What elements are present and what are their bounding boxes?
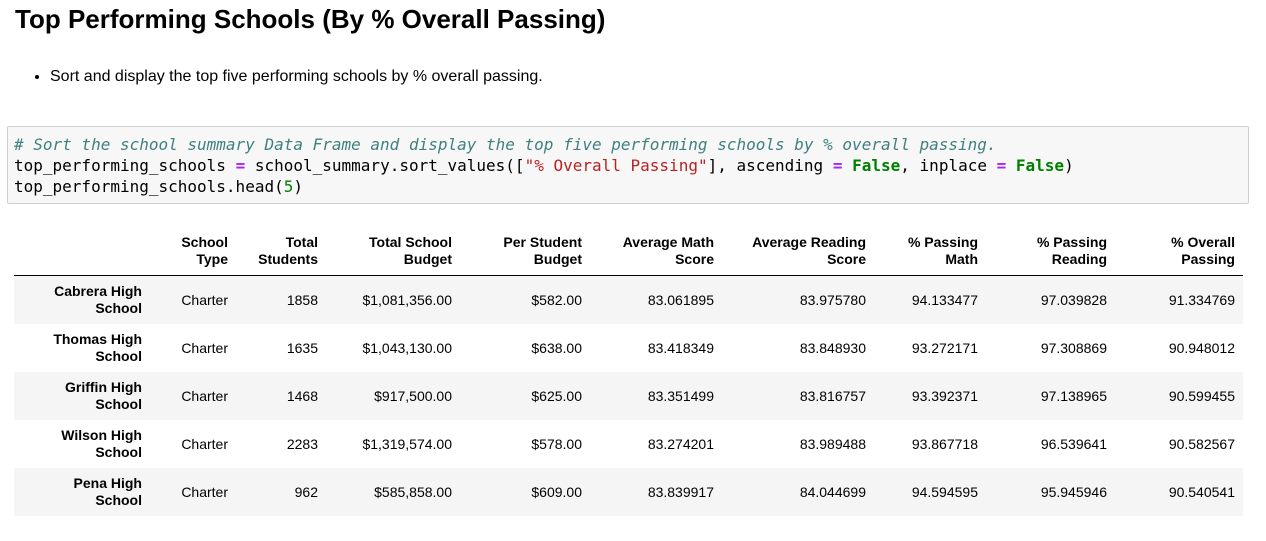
table-row: Wilson High School Charter 2283 $1,319,57…: [14, 420, 1243, 468]
table-cell: 83.274201: [647, 435, 714, 452]
table-cell: 962: [294, 483, 318, 500]
bullet-item: Sort and display the top five performing…: [50, 67, 543, 87]
table-cell: 83.848930: [799, 339, 866, 356]
table-cell: Charter: [181, 291, 228, 308]
row-index-label: Cabrera High School: [54, 282, 142, 316]
table-cell: 83.839917: [647, 483, 714, 500]
table-cell: 97.308869: [1040, 339, 1107, 356]
table-cell: 90.599455: [1168, 387, 1235, 404]
code-line-3: top_performing_schools.head(5): [14, 177, 303, 196]
table-cell: Charter: [181, 435, 228, 452]
code-cell[interactable]: # Sort the school summary Data Frame and…: [7, 126, 1249, 204]
row-index-label: Thomas High School: [53, 330, 142, 364]
table-cell: 2283: [286, 435, 318, 452]
row-index-label: Wilson High School: [61, 426, 142, 460]
table-cell: $625.00: [531, 387, 582, 404]
table-cell: 90.948012: [1168, 339, 1235, 356]
table-row: Pena High School Charter 962 $585,858.00 …: [14, 467, 1243, 516]
dataframe-table: School Type Total Students Total School Bud…: [14, 228, 1243, 516]
table-cell: 96.539641: [1040, 435, 1107, 452]
table-cell: 97.138965: [1040, 387, 1107, 404]
table-cell: $638.00: [531, 339, 582, 356]
table-cell: 95.945946: [1040, 483, 1107, 500]
table-header-row: School Type Total Students Total School Bud…: [14, 228, 1243, 276]
table-cell: $917,500.00: [374, 387, 452, 404]
column-header: Total Students: [236, 228, 326, 276]
index-header: [14, 228, 150, 276]
column-header: % Overall Passing: [1115, 228, 1243, 276]
column-header: % Passing Reading: [986, 228, 1115, 276]
column-header: Total School Budget: [326, 228, 460, 276]
table-cell: 83.989488: [799, 435, 866, 452]
table-cell: 93.867718: [911, 435, 978, 452]
table-cell: 93.272171: [911, 339, 978, 356]
table-cell: 83.816757: [799, 387, 866, 404]
table-row: Griffin High School Charter 1468 $917,500…: [14, 371, 1243, 420]
table-cell: Charter: [181, 483, 228, 500]
table-cell: 1635: [286, 339, 318, 356]
table-cell: 83.975780: [799, 291, 866, 308]
table-cell: 97.039828: [1040, 291, 1107, 308]
table-cell: $585,858.00: [374, 483, 452, 500]
table-row: Thomas High School Charter 1635 $1,043,13…: [14, 324, 1243, 372]
column-header: School Type: [150, 228, 236, 276]
table-cell: 1858: [286, 291, 318, 308]
code-comment: # Sort the school summary Data Frame and…: [14, 135, 997, 154]
table-cell: 84.044699: [799, 483, 866, 500]
table-cell: 91.334769: [1168, 291, 1235, 308]
table-cell: Charter: [181, 387, 228, 404]
table-cell: $1,319,574.00: [362, 435, 452, 452]
table-cell: 83.418349: [647, 339, 714, 356]
table-cell: 93.392371: [911, 387, 978, 404]
table-cell: 83.351499: [647, 387, 714, 404]
table-cell: Charter: [181, 339, 228, 356]
table-cell: $582.00: [531, 291, 582, 308]
code-line-2: top_performing_schools = school_summary.…: [14, 156, 1074, 175]
table-cell: $1,081,356.00: [362, 291, 452, 308]
column-header: % Passing Math: [874, 228, 986, 276]
column-header: Average Reading Score: [722, 228, 874, 276]
table-cell: 83.061895: [647, 291, 714, 308]
table-row: Cabrera High School Charter 1858 $1,081,3…: [14, 275, 1243, 324]
table-cell: 1468: [286, 387, 318, 404]
table-cell: $1,043,130.00: [362, 339, 452, 356]
section-heading: Top Performing Schools (By % Overall Pas…: [15, 4, 606, 34]
column-header: Average Math Score: [590, 228, 722, 276]
table-cell: 90.582567: [1168, 435, 1235, 452]
row-index-label: Griffin High School: [65, 378, 142, 412]
table-cell: 94.133477: [911, 291, 978, 308]
column-header: Per Student Budget: [460, 228, 590, 276]
table-cell: $578.00: [531, 435, 582, 452]
markdown-bullet-list: Sort and display the top five performing…: [30, 67, 543, 87]
table-cell: 94.594595: [911, 483, 978, 500]
row-index-label: Pena High School: [73, 474, 142, 508]
table-cell: 90.540541: [1168, 483, 1235, 500]
table-cell: $609.00: [531, 483, 582, 500]
